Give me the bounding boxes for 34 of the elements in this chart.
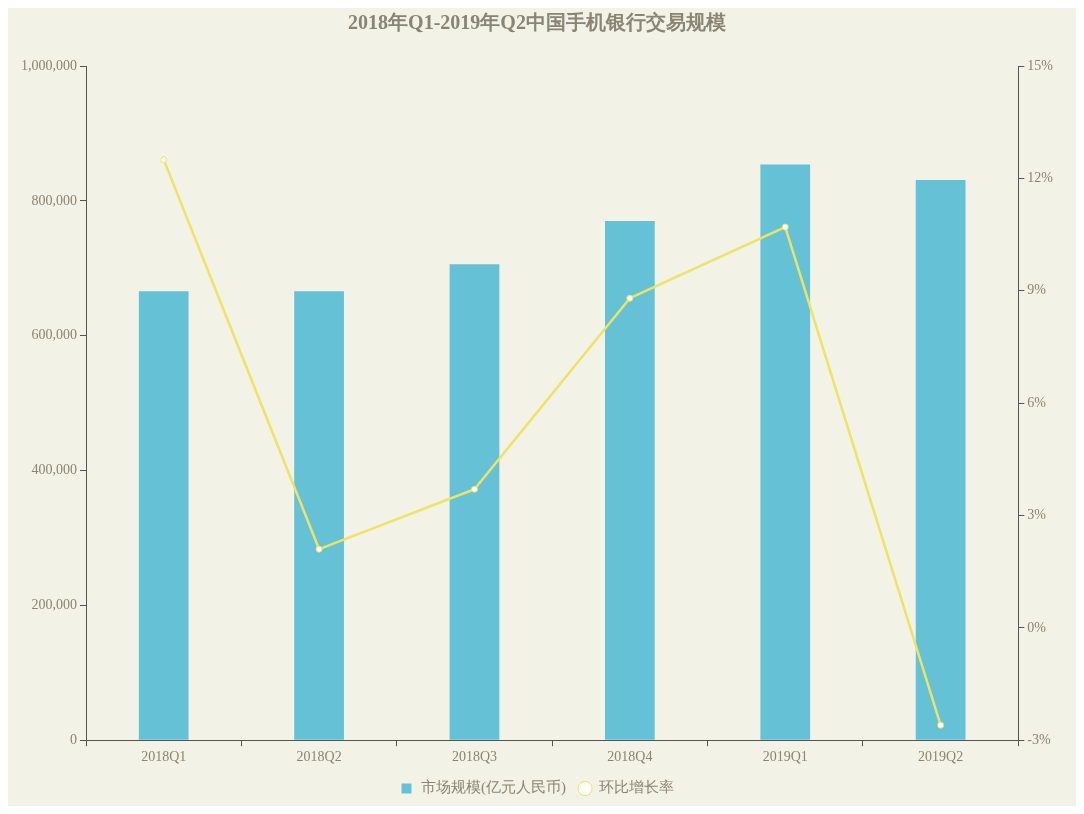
legend-label: 环比增长率	[599, 779, 675, 796]
bar	[294, 291, 344, 740]
point	[626, 294, 634, 302]
point	[160, 156, 168, 164]
y-tick-label: 0	[70, 731, 77, 747]
y-tick-label: 600,000	[31, 327, 77, 343]
bar	[760, 164, 811, 740]
y2-tick-label: 9%	[1027, 282, 1047, 298]
y2-tick-label: 15%	[1027, 57, 1054, 73]
y2-tick-label: 6%	[1027, 394, 1047, 410]
bar	[605, 221, 655, 740]
x-tick-label: 2019Q2	[918, 749, 964, 765]
bar	[915, 179, 966, 740]
point	[315, 545, 323, 553]
y-tick-label: 800,000	[31, 192, 77, 208]
point	[937, 721, 945, 729]
point	[781, 223, 789, 231]
y-tick-label: 1,000,000	[21, 57, 77, 73]
y2-tick-label: 3%	[1027, 507, 1047, 523]
y-tick-label: 200,000	[31, 597, 77, 613]
legend-label: 市场规模(亿元人民币)	[421, 779, 566, 797]
bar	[449, 264, 500, 740]
y2-tick-label: -3%	[1027, 731, 1051, 747]
point	[470, 485, 478, 493]
x-tick-label: 2018Q1	[141, 749, 187, 765]
y2-tick-label: 0%	[1027, 619, 1047, 635]
x-tick-label: 2018Q4	[607, 749, 653, 765]
chart-title: 2018年Q1-2019年Q2中国手机银行交易规模	[348, 11, 726, 34]
y-tick-label: 400,000	[31, 462, 77, 478]
y2-tick-label: 12%	[1027, 170, 1054, 186]
x-tick-label: 2018Q2	[296, 749, 342, 765]
bar	[138, 291, 189, 740]
x-tick-label: 2018Q3	[451, 749, 498, 765]
x-tick-label: 2019Q1	[762, 749, 808, 765]
